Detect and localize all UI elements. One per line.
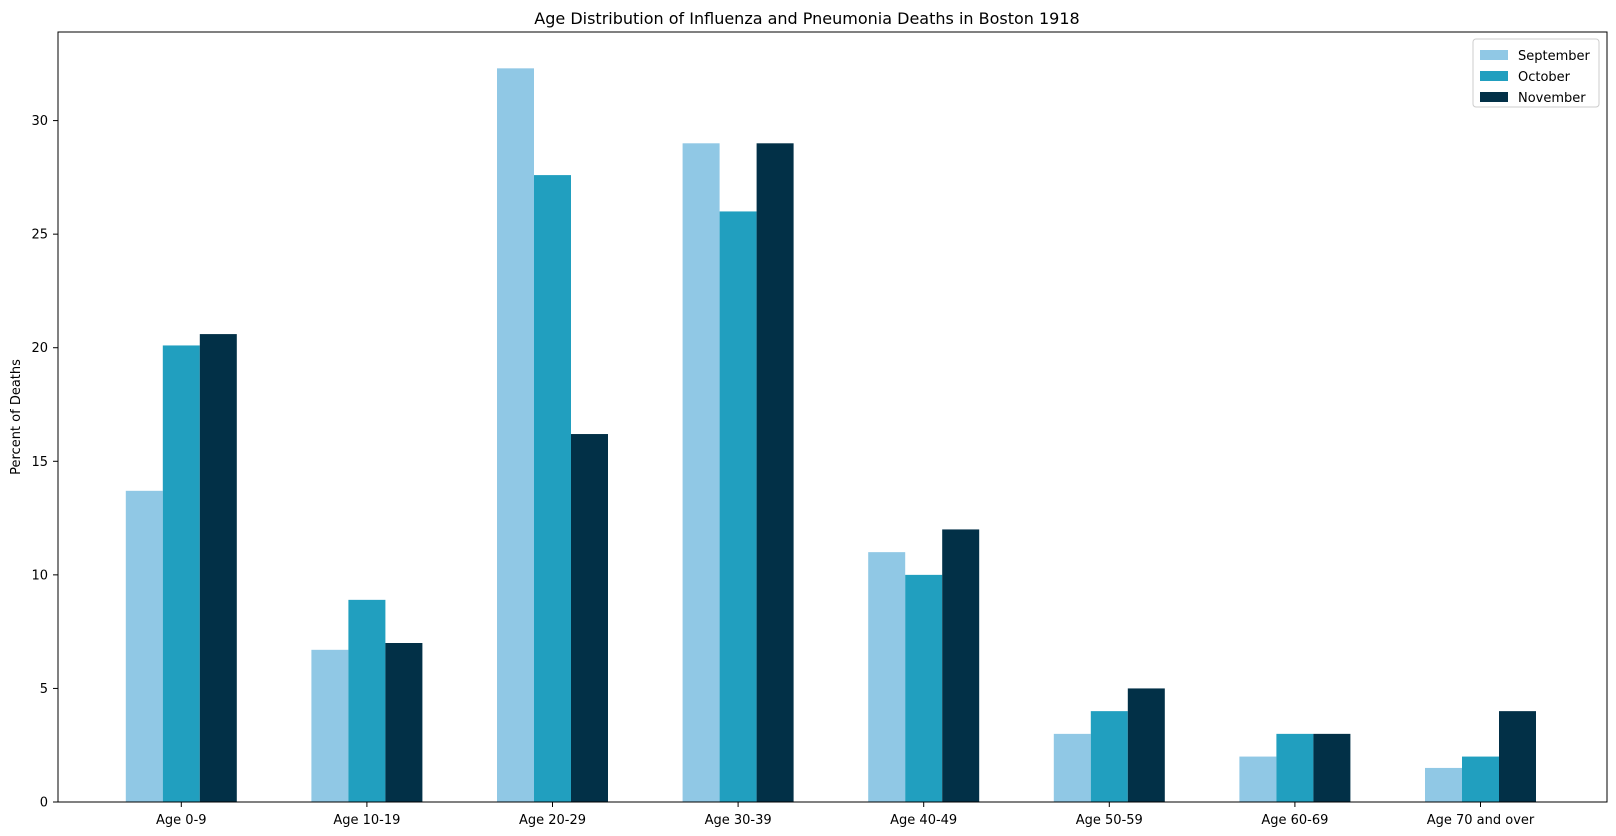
x-tick-label: Age 0-9 (156, 813, 207, 828)
legend-label-november: November (1518, 91, 1586, 106)
bar-november-2 (571, 434, 608, 802)
bar-september-6 (1239, 756, 1277, 802)
x-axis: Age 0-9 Age 10-19 Age 20-29 Age 30-39 Age 40… (156, 802, 1535, 828)
bar-october-7 (1462, 756, 1499, 802)
bar-september-5 (1053, 733, 1091, 802)
plot-area (125, 68, 1536, 803)
legend-label-october: October (1518, 70, 1571, 85)
x-tick-label: Age 70 and over (1427, 813, 1535, 828)
y-tick-label: 0 (40, 796, 48, 811)
bar-october-4 (905, 574, 943, 802)
x-tick-label: Age 50-59 (1076, 813, 1143, 828)
x-tick-label: Age 60-69 (1261, 813, 1328, 828)
bar-october-6 (1276, 733, 1314, 802)
bar-september-0 (125, 490, 163, 802)
bar-october-1 (348, 599, 386, 802)
plot-frame (57, 31, 1608, 803)
y-axis-label: Percent of Deaths (9, 359, 24, 475)
y-tick-label: 5 (40, 682, 48, 697)
y-tick-label: 20 (31, 341, 48, 356)
bar-november-1 (385, 643, 423, 802)
y-tick-label: 10 (31, 568, 48, 583)
x-tick-label: Age 20-29 (519, 813, 586, 828)
bar-october-2 (534, 175, 571, 803)
legend-swatch-october (1480, 71, 1508, 81)
bar-november-3 (756, 143, 794, 803)
bar-september-7 (1425, 767, 1462, 802)
legend-swatch-november (1480, 92, 1508, 102)
legend-swatch-september (1480, 50, 1508, 60)
x-tick-label: Age 10-19 (333, 813, 400, 828)
y-axis: 0 5 10 15 20 25 30 (31, 114, 58, 811)
bar-november-4 (942, 529, 980, 802)
bar-november-0 (199, 334, 237, 802)
bar-november-6 (1313, 733, 1351, 802)
y-tick-label: 30 (31, 114, 48, 129)
x-tick-label: Age 30-39 (705, 813, 772, 828)
bar-september-2 (497, 68, 534, 803)
bar-october-0 (162, 345, 200, 802)
x-tick-label: Age 40-49 (890, 813, 957, 828)
y-tick-label: 25 (31, 228, 48, 243)
bar-october-3 (719, 211, 757, 802)
bar-september-3 (682, 143, 720, 803)
chart-title: Age Distribution of Influenza and Pneumo… (534, 9, 1079, 28)
legend: September October November (1472, 38, 1600, 108)
legend-label-september: September (1518, 49, 1591, 64)
bar-october-5 (1090, 711, 1128, 802)
bar-november-7 (1499, 711, 1536, 802)
bar-september-1 (311, 649, 349, 802)
bar-november-5 (1127, 688, 1165, 802)
y-tick-label: 15 (31, 455, 48, 470)
bar-september-4 (868, 552, 906, 802)
